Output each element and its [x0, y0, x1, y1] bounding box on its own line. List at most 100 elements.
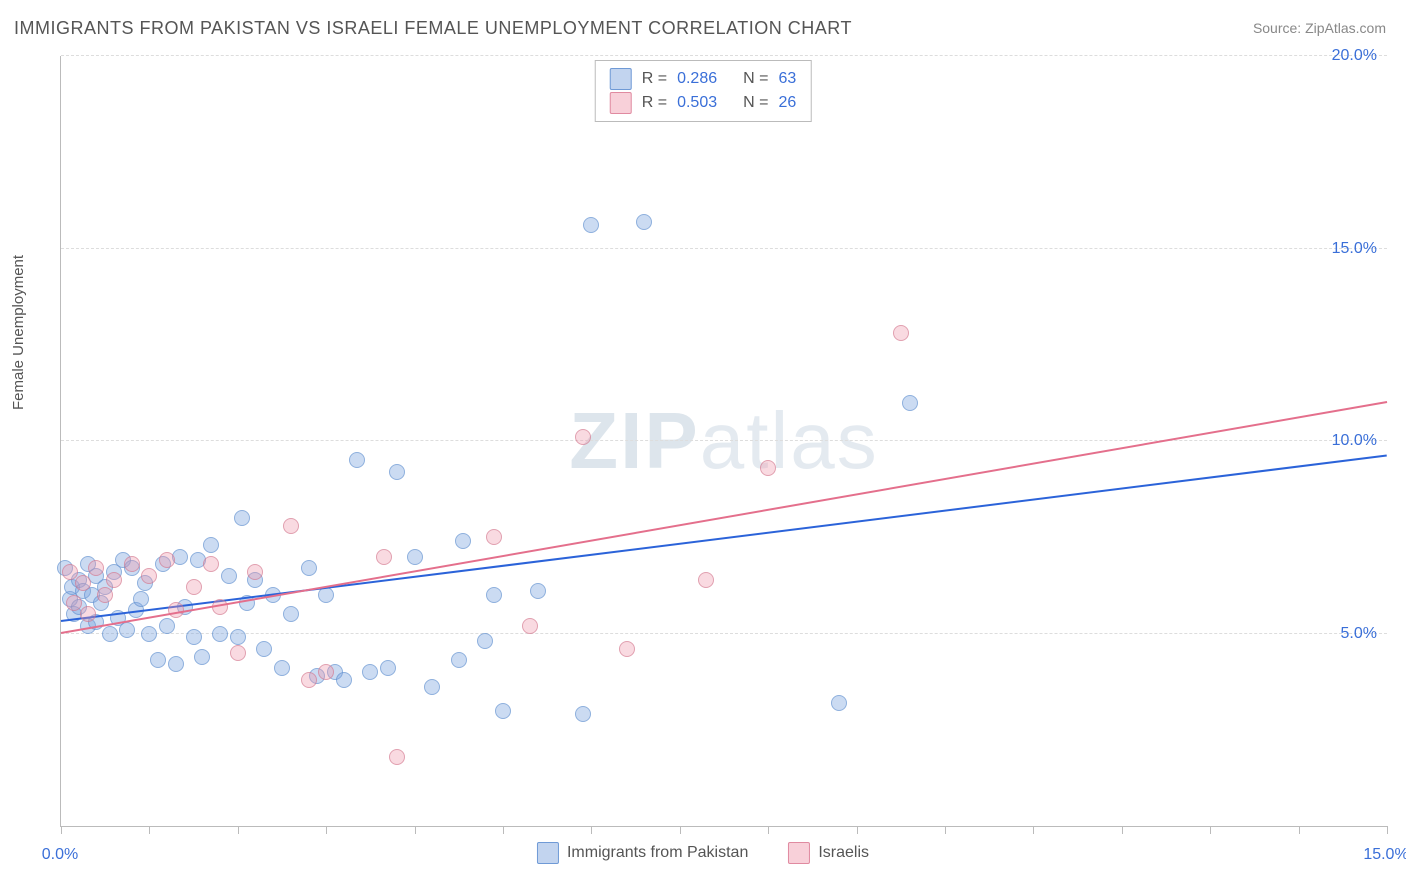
gridline [61, 633, 1387, 634]
x-tick [415, 826, 416, 834]
data-point [230, 629, 246, 645]
legend-r-value: 0.503 [677, 91, 717, 115]
legend-n-value: 63 [778, 67, 796, 91]
data-point [575, 429, 591, 445]
data-point [124, 556, 140, 572]
data-point [424, 679, 440, 695]
data-point [141, 626, 157, 642]
data-point [495, 703, 511, 719]
data-point [389, 749, 405, 765]
x-tick [503, 826, 504, 834]
legend-n-value: 26 [778, 91, 796, 115]
plot-area: ZIPatlas 5.0%10.0%15.0%20.0% [60, 56, 1387, 827]
data-point [698, 572, 714, 588]
x-tick [591, 826, 592, 834]
data-point [451, 652, 467, 668]
legend-item: Israelis [788, 842, 869, 864]
data-point [150, 652, 166, 668]
gridline [61, 248, 1387, 249]
data-point [336, 672, 352, 688]
chart-container: IMMIGRANTS FROM PAKISTAN VS ISRAELI FEMA… [0, 0, 1406, 892]
data-point [619, 641, 635, 657]
data-point [106, 572, 122, 588]
watermark: ZIPatlas [569, 395, 878, 487]
gridline [61, 440, 1387, 441]
data-point [583, 217, 599, 233]
legend-swatch [788, 842, 810, 864]
x-tick [1387, 826, 1388, 834]
data-point [234, 510, 250, 526]
data-point [530, 583, 546, 599]
x-tick [945, 826, 946, 834]
gridline [61, 55, 1387, 56]
x-tick-label-left: 0.0% [42, 846, 78, 864]
legend-n-label: N = [743, 67, 768, 91]
chart-title: IMMIGRANTS FROM PAKISTAN VS ISRAELI FEMA… [14, 18, 852, 39]
source-label: Source: ZipAtlas.com [1253, 20, 1386, 36]
data-point [349, 452, 365, 468]
data-point [522, 618, 538, 634]
data-point [186, 579, 202, 595]
data-point [831, 695, 847, 711]
x-tick [238, 826, 239, 834]
x-tick-label-right: 15.0% [1363, 846, 1406, 864]
legend-r-value: 0.286 [677, 67, 717, 91]
legend-label: Immigrants from Pakistan [567, 844, 748, 862]
data-point [141, 568, 157, 584]
data-point [486, 587, 502, 603]
x-tick [1033, 826, 1034, 834]
data-point [893, 325, 909, 341]
data-point [221, 568, 237, 584]
data-point [75, 575, 91, 591]
data-point [88, 560, 104, 576]
data-point [902, 395, 918, 411]
data-point [186, 629, 202, 645]
legend-item: Immigrants from Pakistan [537, 842, 748, 864]
x-tick [149, 826, 150, 834]
x-tick [61, 826, 62, 834]
data-point [203, 537, 219, 553]
data-point [636, 214, 652, 230]
legend-series: Immigrants from Pakistan Israelis [537, 842, 869, 864]
data-point [301, 560, 317, 576]
data-point [362, 664, 378, 680]
data-point [119, 622, 135, 638]
x-tick [680, 826, 681, 834]
data-point [203, 556, 219, 572]
legend-swatch [537, 842, 559, 864]
legend-correlation: R = 0.286 N = 63 R = 0.503 N = 26 [595, 60, 812, 122]
data-point [66, 595, 82, 611]
data-point [760, 460, 776, 476]
data-point [575, 706, 591, 722]
legend-r-label: R = [642, 91, 667, 115]
data-point [376, 549, 392, 565]
legend-swatch [610, 68, 632, 90]
data-point [168, 656, 184, 672]
x-tick [768, 826, 769, 834]
legend-n-label: N = [743, 91, 768, 115]
data-point [301, 672, 317, 688]
y-axis-label: Female Unemployment [10, 255, 27, 410]
y-tick-label: 10.0% [1332, 432, 1377, 450]
data-point [318, 664, 334, 680]
data-point [102, 626, 118, 642]
data-point [230, 645, 246, 661]
data-point [486, 529, 502, 545]
data-point [62, 564, 78, 580]
x-tick [1210, 826, 1211, 834]
y-tick-label: 15.0% [1332, 240, 1377, 258]
data-point [274, 660, 290, 676]
data-point [283, 518, 299, 534]
data-point [80, 606, 96, 622]
data-point [389, 464, 405, 480]
legend-swatch [610, 92, 632, 114]
data-point [133, 591, 149, 607]
data-point [407, 549, 423, 565]
data-point [380, 660, 396, 676]
legend-row: R = 0.503 N = 26 [610, 91, 797, 115]
data-point [256, 641, 272, 657]
data-point [455, 533, 471, 549]
legend-r-label: R = [642, 67, 667, 91]
x-tick [326, 826, 327, 834]
legend-row: R = 0.286 N = 63 [610, 67, 797, 91]
